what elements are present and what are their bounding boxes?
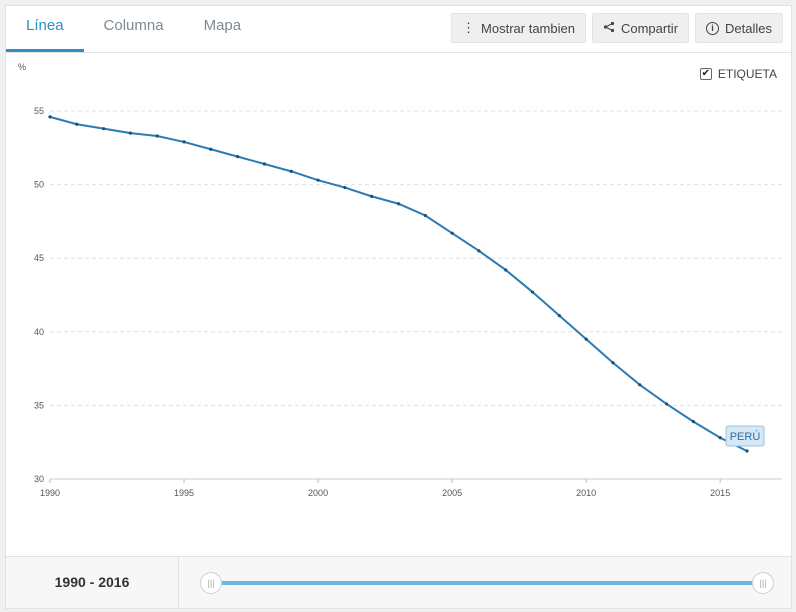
data-point[interactable] — [262, 162, 267, 166]
y-tick-label: 55 — [34, 106, 44, 116]
data-point[interactable] — [48, 115, 52, 119]
series-line — [49, 115, 748, 452]
data-point[interactable] — [584, 337, 588, 341]
details-label: Detalles — [725, 20, 772, 36]
y-tick-label: 40 — [34, 327, 44, 337]
x-tick-label: 2005 — [442, 488, 462, 498]
data-point[interactable] — [530, 290, 535, 294]
show-also-label: Mostrar tambien — [481, 20, 575, 36]
data-point[interactable] — [745, 449, 749, 453]
series-label-box — [725, 425, 765, 447]
range-label: 1990 - 2016 — [6, 557, 179, 609]
data-point[interactable] — [718, 436, 722, 440]
info-icon: i — [706, 21, 720, 35]
y-tick-label: 50 — [34, 180, 44, 190]
data-point[interactable] — [155, 134, 159, 138]
data-point[interactable] — [504, 268, 508, 272]
data-point[interactable] — [423, 213, 427, 218]
x-tick-label: 1995 — [174, 488, 194, 498]
x-tick-label: 2010 — [576, 488, 596, 498]
data-point[interactable] — [209, 147, 213, 151]
share-label: Compartir — [620, 20, 679, 36]
more-vertical-icon: ⋮ — [462, 20, 476, 35]
details-button[interactable]: i Detalles — [695, 13, 783, 43]
share-button[interactable]: Compartir — [591, 13, 690, 43]
data-point[interactable] — [128, 131, 133, 135]
series-layer: PERÚ — [48, 115, 765, 453]
range-start-handle[interactable]: ||| — [200, 572, 222, 594]
x-tick-label: 2000 — [308, 488, 328, 498]
data-point[interactable] — [396, 202, 401, 206]
chart-type-tabs: Línea Columna Mapa — [6, 6, 261, 52]
y-tick-label: 45 — [34, 253, 44, 263]
data-point[interactable] — [182, 140, 186, 144]
data-point[interactable] — [343, 185, 347, 190]
data-point[interactable] — [664, 402, 669, 406]
data-point[interactable] — [638, 383, 642, 387]
tab-line[interactable]: Línea — [6, 6, 84, 52]
show-also-button[interactable]: ⋮ Mostrar tambien — [451, 13, 586, 43]
range-end-handle[interactable]: ||| — [752, 572, 774, 594]
grid-layer — [50, 110, 782, 480]
tabs-divider — [6, 52, 791, 53]
series-label: PERÚ — [730, 430, 761, 443]
label-toggle[interactable]: ✔ ETIQUETA — [699, 67, 777, 81]
tab-column[interactable]: Columna — [103, 17, 164, 34]
data-point[interactable] — [236, 155, 240, 159]
toolbar: ⋮ Mostrar tambien Compartir i Detalles — [451, 13, 783, 43]
tab-map[interactable]: Mapa — [203, 17, 242, 34]
data-point[interactable] — [450, 231, 454, 235]
y-tick-label: 35 — [34, 400, 44, 410]
y-axis-label: % — [18, 62, 26, 72]
share-icon — [603, 21, 615, 36]
data-point[interactable] — [316, 178, 320, 182]
label-toggle-text: ETIQUETA — [717, 67, 777, 81]
data-point[interactable] — [691, 419, 695, 424]
data-point[interactable] — [370, 194, 374, 198]
data-point[interactable] — [289, 169, 293, 173]
data-point[interactable] — [611, 361, 615, 365]
time-range-footer: 1990 - 2016 ||| ||| — [6, 556, 791, 609]
line-chart: % 30 35 40 45 50 55 1990 1995 2000 2005 2010 2015 P… — [18, 62, 782, 498]
x-tick-label: 2015 — [710, 488, 730, 498]
y-tick-label: 30 — [34, 474, 44, 484]
label-checkbox[interactable]: ✔ — [699, 68, 712, 80]
x-tick-label: 1990 — [40, 488, 60, 498]
chart-panel: Línea Columna Mapa ⋮ Mostrar tambien Com… — [5, 5, 792, 609]
data-point[interactable] — [102, 127, 106, 131]
data-point[interactable] — [557, 314, 561, 318]
data-point[interactable] — [75, 122, 79, 126]
data-point[interactable] — [477, 249, 481, 253]
range-slider-track[interactable] — [212, 581, 761, 585]
axis-layer: 30 35 40 45 50 55 1990 1995 2000 2005 2010 2015 — [34, 106, 782, 498]
